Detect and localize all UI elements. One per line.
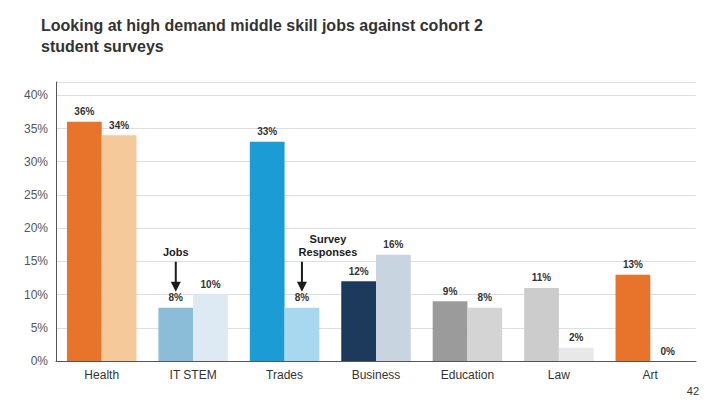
- svg-text:36%: 36%: [74, 106, 94, 117]
- svg-text:student surveys: student surveys: [41, 38, 164, 55]
- svg-text:8%: 8%: [478, 292, 493, 303]
- svg-text:12%: 12%: [349, 266, 369, 277]
- svg-text:33%: 33%: [257, 126, 277, 137]
- svg-text:Jobs: Jobs: [163, 246, 189, 258]
- svg-text:5%: 5%: [31, 321, 49, 335]
- svg-text:8%: 8%: [295, 292, 310, 303]
- svg-text:2%: 2%: [569, 332, 584, 343]
- svg-text:10%: 10%: [201, 279, 221, 290]
- svg-text:0%: 0%: [31, 354, 49, 368]
- svg-text:16%: 16%: [383, 239, 403, 250]
- svg-text:Art: Art: [643, 368, 659, 382]
- svg-text:35%: 35%: [24, 122, 48, 136]
- svg-text:Business: Business: [352, 368, 401, 382]
- svg-text:25%: 25%: [24, 188, 48, 202]
- svg-text:Law: Law: [548, 368, 570, 382]
- svg-text:Responses: Responses: [299, 246, 358, 258]
- svg-text:Survey: Survey: [310, 233, 348, 245]
- svg-text:9%: 9%: [443, 286, 458, 297]
- svg-text:IT STEM: IT STEM: [170, 368, 217, 382]
- svg-text:0%: 0%: [660, 346, 675, 357]
- svg-text:Trades: Trades: [266, 368, 303, 382]
- svg-text:Health: Health: [84, 368, 119, 382]
- svg-text:15%: 15%: [24, 254, 48, 268]
- svg-text:13%: 13%: [623, 259, 643, 270]
- svg-text:Looking at high demand middle: Looking at high demand middle skill jobs…: [41, 17, 483, 34]
- svg-text:42: 42: [687, 385, 699, 397]
- svg-text:40%: 40%: [24, 88, 48, 102]
- svg-text:30%: 30%: [24, 155, 48, 169]
- svg-text:8%: 8%: [169, 292, 184, 303]
- svg-text:34%: 34%: [109, 120, 129, 131]
- svg-text:20%: 20%: [24, 221, 48, 235]
- svg-text:10%: 10%: [24, 288, 48, 302]
- svg-text:11%: 11%: [532, 272, 552, 283]
- svg-text:Education: Education: [441, 368, 494, 382]
